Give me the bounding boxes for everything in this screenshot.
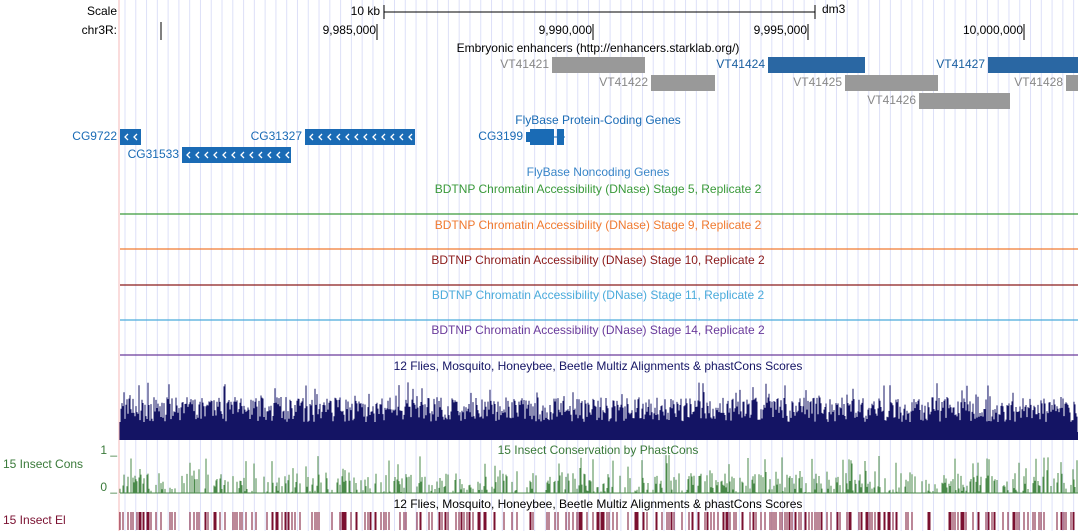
grid <box>124 0 1075 531</box>
strand-arrow <box>381 133 386 141</box>
strand-arrow <box>318 133 323 141</box>
strand-arrow <box>276 151 281 159</box>
gene-label: CG3199 <box>478 129 523 143</box>
ruler-position: 9,990,000 <box>539 23 593 37</box>
gene-exon <box>557 129 564 145</box>
strand-arrow <box>408 133 413 141</box>
track-title: FlyBase Protein-Coding Genes <box>515 113 680 127</box>
track-title: Embryonic enhancers (http://enhancers.st… <box>457 41 740 55</box>
enhancer <box>651 75 715 91</box>
gene-label: CG9722 <box>72 129 117 143</box>
multiz-base <box>120 432 1078 440</box>
ruler-position: 10,000,000 <box>963 23 1023 37</box>
scale-bar <box>383 5 816 19</box>
strand-arrow <box>204 151 209 159</box>
track-title: BDTNP Chromatin Accessibility (DNase) St… <box>435 182 762 196</box>
strand-arrow <box>249 151 254 159</box>
scale-size: 10 kb <box>351 4 381 18</box>
strand-arrow <box>231 151 236 159</box>
enhancer-label: VT41424 <box>716 57 765 71</box>
strand-arrow <box>186 151 191 159</box>
gene-exon <box>305 129 415 145</box>
axis-label: 1 _ <box>100 443 117 457</box>
ruler-position: 9,995,000 <box>754 23 808 37</box>
enhancer <box>919 93 1010 109</box>
track-title: FlyBase Noncoding Genes <box>527 165 670 179</box>
strand-arrow <box>309 133 314 141</box>
gene-exon <box>182 147 291 163</box>
strand-arrow <box>124 133 129 141</box>
enhancer-label: VT41427 <box>936 57 985 71</box>
gene-label: CG31327 <box>251 129 303 143</box>
track-title: BDTNP Chromatin Accessibility (DNase) St… <box>435 218 762 232</box>
strand-arrow <box>390 133 395 141</box>
strand-arrow <box>336 133 341 141</box>
axis-label: 0 _ <box>100 480 117 494</box>
strand-arrow <box>327 133 332 141</box>
gene-exon <box>526 132 530 142</box>
strand-arrow <box>354 133 359 141</box>
enhancer <box>845 75 938 91</box>
gene-exon <box>120 129 141 145</box>
enhancer-label: VT41428 <box>1014 75 1063 89</box>
enhancer <box>768 57 865 73</box>
strand-arrow <box>240 151 245 159</box>
track-title: BDTNP Chromatin Accessibility (DNase) St… <box>431 323 765 337</box>
side-label: 15 Insect Cons <box>3 457 83 471</box>
strand-arrow <box>267 151 272 159</box>
track-title: 12 Flies, Mosquito, Honeybee, Beetle Mul… <box>394 497 803 511</box>
enhancer-label: VT41425 <box>793 75 842 89</box>
enhancer <box>988 57 1078 73</box>
strand-arrow <box>258 151 263 159</box>
enhancer <box>552 57 645 73</box>
strand-arrow <box>195 151 200 159</box>
scale-label: Scale <box>87 4 117 18</box>
enhancer-label: VT41426 <box>867 93 916 107</box>
strand-arrow <box>363 133 368 141</box>
enhancer-label: VT41422 <box>599 75 648 89</box>
ruler-position: 9,985,000 <box>323 23 377 37</box>
multiz-signal <box>119 382 1078 440</box>
track-title: BDTNP Chromatin Accessibility (DNase) St… <box>432 288 765 302</box>
strand-arrow <box>222 151 227 159</box>
strand-arrow <box>213 151 218 159</box>
phastcons-signal <box>119 455 1078 493</box>
gene-exon <box>530 129 554 145</box>
chrom-label: chr3R: <box>82 23 117 37</box>
strand-arrow <box>399 133 404 141</box>
strand-arrow <box>345 133 350 141</box>
strand-arrow <box>133 133 138 141</box>
assembly: dm3 <box>822 2 846 16</box>
track-title: BDTNP Chromatin Accessibility (DNase) St… <box>431 253 765 267</box>
track-title: 12 Flies, Mosquito, Honeybee, Beetle Mul… <box>394 359 803 373</box>
side-label: 15 Insect El <box>3 513 66 527</box>
conserved-elements <box>119 512 1075 530</box>
gene-label: CG31533 <box>128 147 180 161</box>
strand-arrow <box>372 133 377 141</box>
strand-arrow <box>285 151 290 159</box>
enhancer <box>1066 75 1078 91</box>
enhancer-label: VT41421 <box>500 57 549 71</box>
track-title: 15 Insect Conservation by PhastCons <box>498 443 699 457</box>
